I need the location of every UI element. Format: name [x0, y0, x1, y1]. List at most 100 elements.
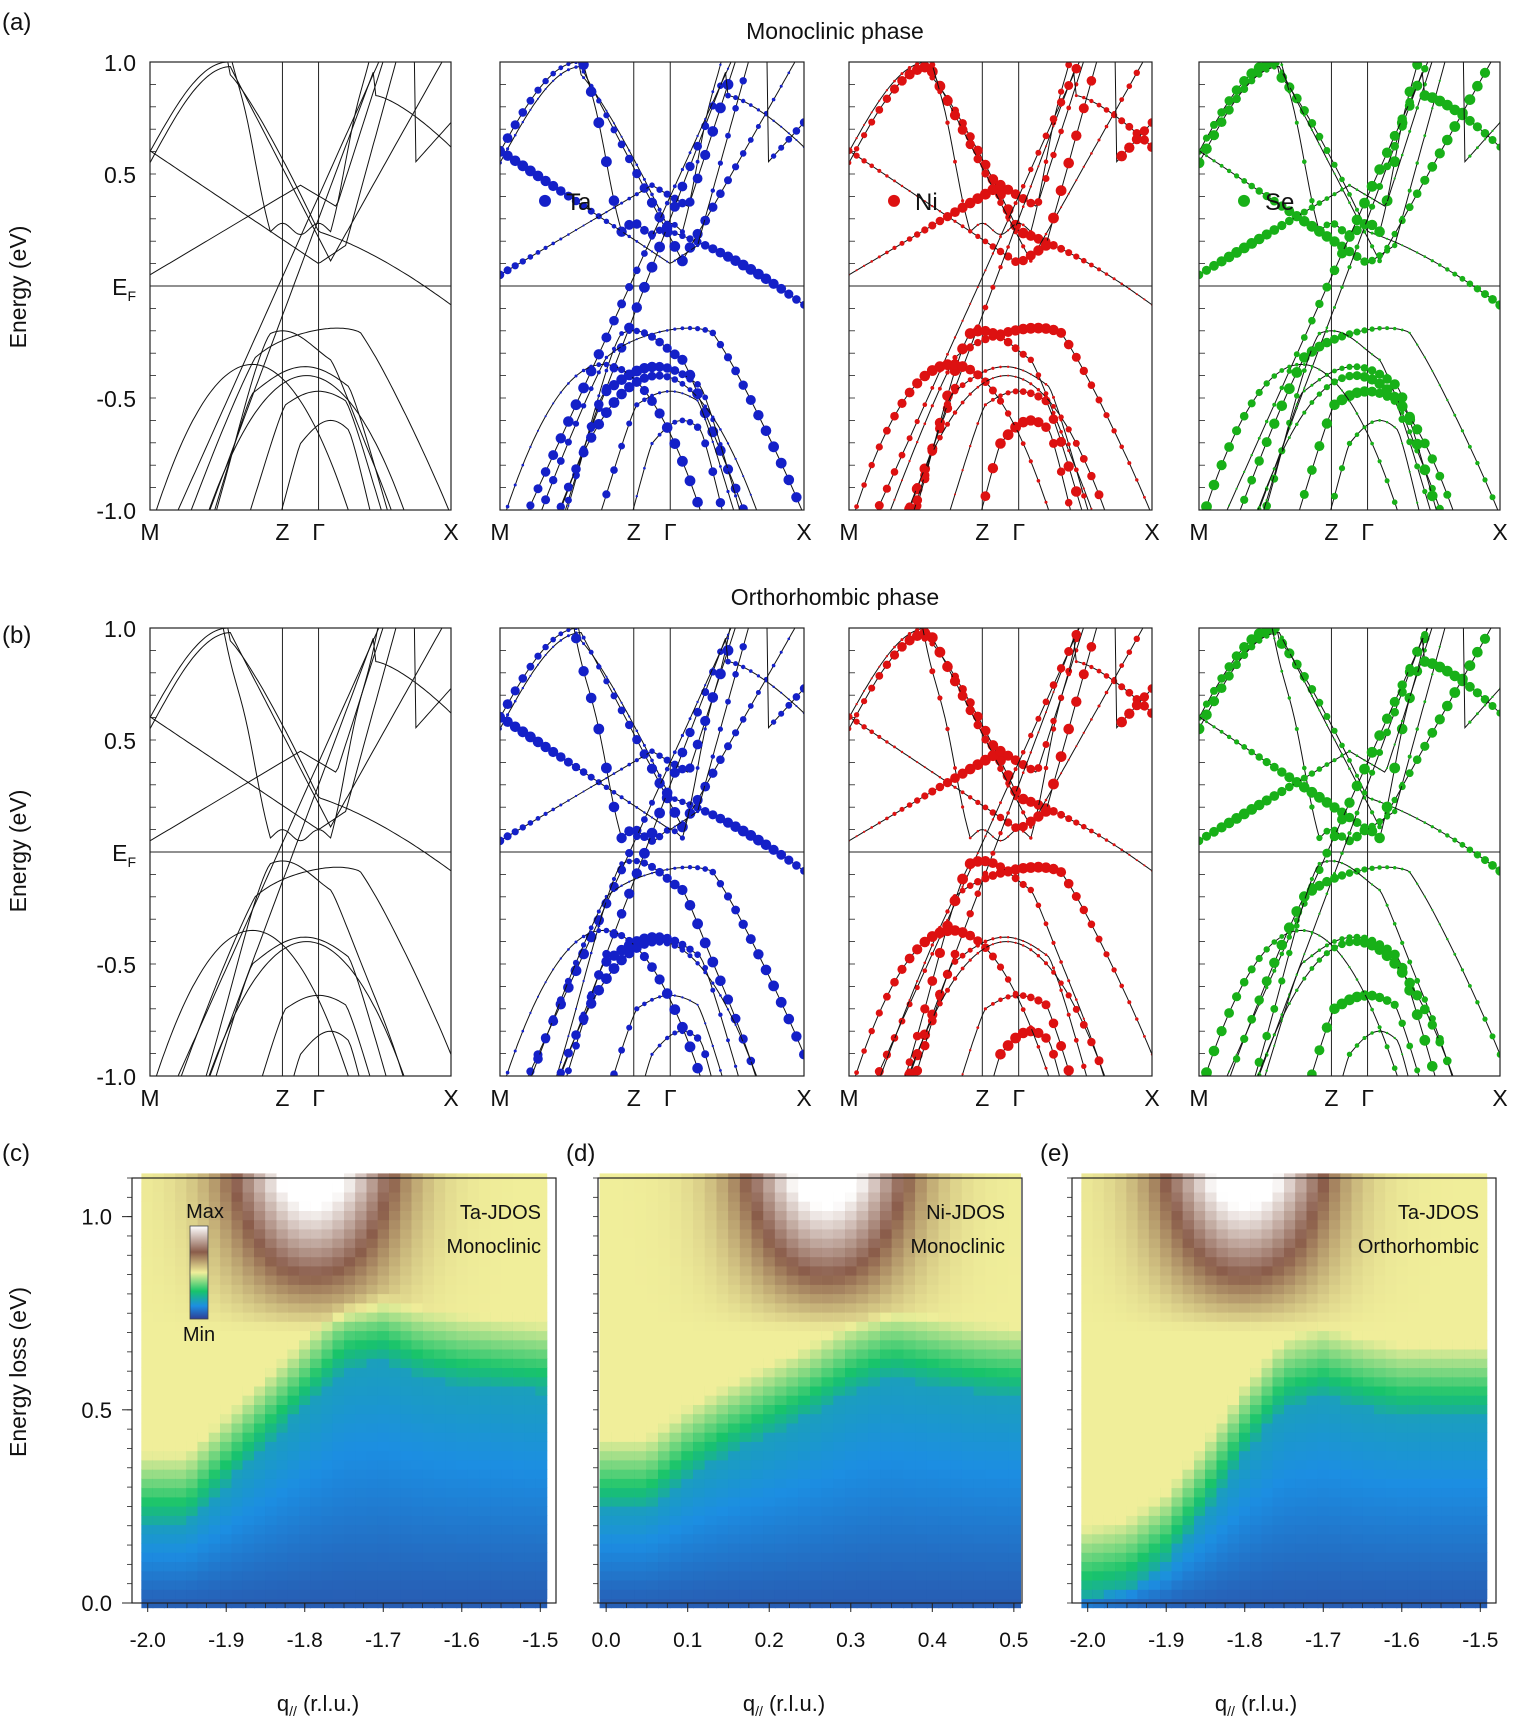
projection-weight-dot	[953, 336, 957, 339]
projection-weight-dot	[1036, 1045, 1041, 1049]
projection-weight-dot	[559, 237, 563, 241]
projection-weight-dot	[1071, 629, 1082, 640]
projection-weight-dot	[603, 218, 610, 224]
projection-weight-dot	[1006, 936, 1010, 939]
projection-weight-dot	[529, 445, 532, 449]
projection-weight-dot	[700, 715, 711, 727]
projection-weight-dot	[935, 422, 944, 431]
projection-weight-dot	[692, 918, 703, 930]
projection-weight-dot	[921, 1031, 929, 1039]
projection-weight-dot	[669, 807, 681, 818]
projection-weight-dot	[665, 868, 669, 871]
projection-weight-dot	[1278, 977, 1286, 985]
projection-weight-dot	[1356, 871, 1358, 874]
x-tick-label: M	[140, 519, 159, 545]
band-line	[150, 62, 451, 306]
projection-weight-dot	[1384, 813, 1391, 820]
projection-weight-dot	[906, 802, 913, 808]
projection-weight-dot	[1344, 246, 1355, 257]
projection-weight-dot	[702, 965, 709, 971]
projection-weight-dot	[1345, 937, 1354, 947]
projection-weight-dot	[1096, 102, 1102, 108]
band-line	[908, 638, 1152, 1076]
projection-weight-dot	[1423, 821, 1427, 824]
projection-weight-dot	[582, 979, 585, 983]
projection-weight-dot	[1302, 765, 1307, 771]
projection-weight-dot	[1339, 176, 1345, 183]
projection-weight-dot	[588, 925, 594, 931]
projection-weight-dot	[1393, 426, 1396, 429]
projection-weight-dot	[1201, 143, 1212, 155]
projection-weight-dot	[513, 699, 517, 703]
projection-weight-dot	[1139, 701, 1149, 711]
band-lines	[150, 62, 451, 510]
projection-weight-dot	[775, 457, 787, 469]
projection-weight-dot	[1295, 973, 1298, 977]
projection-weight-dot	[730, 1013, 741, 1024]
projection-weight-dot	[1056, 664, 1066, 673]
projection-weight-dot	[1325, 859, 1329, 863]
projection-weight-dot	[1405, 663, 1415, 673]
projection-weight-dot	[1322, 282, 1332, 292]
projection-weight-dot	[1378, 888, 1381, 892]
panel-letter-d: (d)	[566, 1140, 595, 1167]
projection-weight-dot	[632, 219, 642, 229]
projection-weight-dot	[800, 867, 804, 875]
projection-weight-dot	[1348, 201, 1351, 204]
projection-weight-dot	[640, 225, 649, 235]
projection-weight-dot	[1021, 771, 1025, 774]
projection-weight-dot	[945, 987, 950, 993]
projection-weight-dot	[558, 631, 564, 637]
x-tick-label: Γ	[312, 519, 325, 545]
projection-weight-dot	[625, 154, 634, 164]
heatmap-cell	[669, 1173, 683, 1193]
projection-weight-dot	[709, 329, 717, 337]
projection-weight-dot	[1404, 411, 1415, 423]
heatmap-cell	[681, 1173, 694, 1193]
projection-weight-dot	[1143, 298, 1146, 301]
projection-weight-dot	[733, 661, 739, 667]
projection-weight-dot	[612, 206, 616, 209]
projection-weight-dot	[618, 366, 626, 374]
projection-weight-dot	[1316, 200, 1323, 206]
projection-weight-dot	[1021, 244, 1026, 249]
projection-weight-dot	[1405, 97, 1415, 107]
projection-weight-dot	[700, 807, 710, 816]
y-tick-label: 1.0	[104, 50, 136, 76]
projection-weight-dot	[1116, 716, 1127, 728]
projection-weight-dot	[1041, 1033, 1051, 1043]
projection-weight-dot	[1438, 263, 1442, 267]
projection-weight-dot	[1025, 250, 1036, 261]
projection-weight-dot	[1072, 439, 1080, 447]
projection-weight-dot	[1479, 633, 1491, 644]
projection-weight-dot	[646, 763, 658, 774]
projection-weight-dot	[559, 803, 563, 807]
projection-weight-dot	[1006, 784, 1010, 788]
projection-weight-dot	[1035, 715, 1042, 722]
heatmap-cell	[422, 1173, 435, 1193]
projection-weight-dot	[937, 695, 943, 701]
projection-weight-dot	[684, 242, 696, 253]
projection-weight-dot	[741, 98, 746, 104]
projection-weight-dot	[966, 343, 974, 350]
heatmap-cell	[163, 1173, 176, 1193]
projection-weight-dot	[904, 387, 915, 398]
projection-weight-dot	[655, 371, 664, 380]
fermi-letter: E	[112, 840, 127, 866]
projection-weight-dot	[1044, 500, 1048, 504]
projection-weight-dot	[984, 835, 987, 838]
projection-weight-dot	[1033, 233, 1044, 244]
projection-weight-dot	[1295, 665, 1299, 669]
projection-weight-dot	[648, 332, 656, 341]
projection-weight-dot	[1397, 680, 1407, 690]
projection-weight-dot	[1271, 939, 1278, 945]
projection-weight-dot	[1381, 950, 1393, 962]
projection-weight-dot	[1067, 758, 1070, 761]
projection-weight-dot	[1208, 1045, 1220, 1057]
projection-weight-dot	[1119, 983, 1124, 989]
projection-weight-dot	[628, 715, 631, 718]
projection-weight-dot	[1257, 436, 1261, 440]
projection-weight-dot	[949, 676, 961, 687]
band-line	[209, 72, 451, 510]
band-line	[208, 375, 405, 510]
